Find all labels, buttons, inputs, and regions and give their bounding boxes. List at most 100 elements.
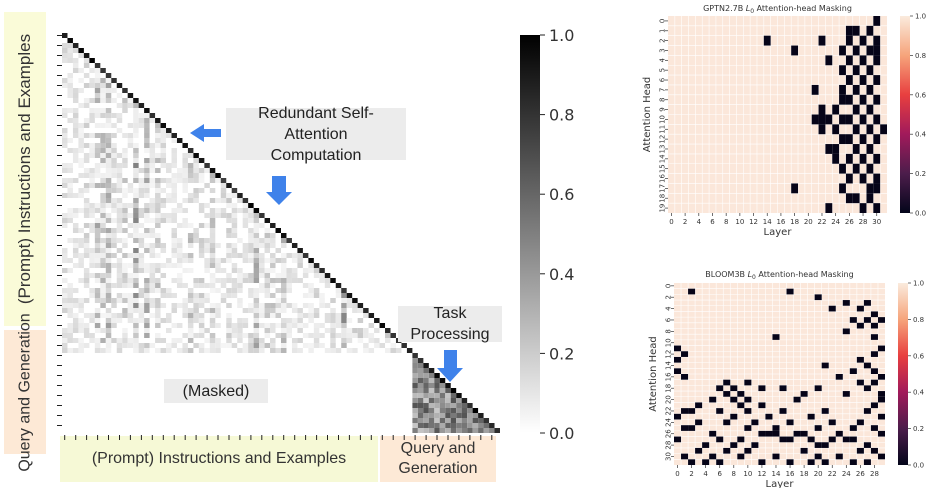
attention-cell xyxy=(89,263,95,268)
attention-cell xyxy=(160,213,167,218)
attention-cell xyxy=(286,328,292,333)
attention-cell xyxy=(297,348,303,353)
attention-cell xyxy=(275,248,281,253)
masked-cell xyxy=(828,436,836,443)
attention-cell xyxy=(209,338,216,343)
masked-cell xyxy=(873,75,881,85)
attention-cell xyxy=(417,368,424,373)
attention-cell xyxy=(149,208,156,213)
attention-cell xyxy=(62,328,68,333)
attention-cell xyxy=(83,158,90,163)
attention-cell xyxy=(155,318,161,323)
attention-cell xyxy=(264,328,271,333)
masked-cell xyxy=(856,447,864,454)
attention-cell xyxy=(83,273,90,278)
attention-cell xyxy=(100,258,106,263)
attention-cell xyxy=(176,248,183,253)
masked-cell xyxy=(821,408,829,414)
attention-cell xyxy=(445,383,451,388)
attention-cell xyxy=(182,183,188,188)
masked-cell xyxy=(695,402,703,409)
attention-cell xyxy=(439,393,446,398)
attention-cell xyxy=(297,328,303,333)
attention-cell xyxy=(259,288,265,293)
attention-cell xyxy=(281,233,287,238)
attention-cell xyxy=(94,338,101,343)
masked-cell xyxy=(737,453,745,460)
attention-cell xyxy=(374,328,380,333)
attention-cell xyxy=(127,93,134,98)
attention-cell xyxy=(281,273,287,278)
masked-cell xyxy=(859,35,867,46)
attention-cell xyxy=(428,398,435,403)
attention-cell xyxy=(281,308,287,313)
attention-cell xyxy=(264,233,271,238)
attention-cell xyxy=(171,193,177,198)
attention-cell xyxy=(89,288,95,293)
attention-cell xyxy=(237,283,243,288)
attention-cell xyxy=(319,298,325,303)
attention-cell xyxy=(242,203,249,208)
attention-cell xyxy=(160,188,167,193)
attention-cell xyxy=(138,238,145,243)
attention-cell xyxy=(483,428,490,433)
attention-cell xyxy=(259,243,265,248)
masked-cell xyxy=(870,334,878,340)
attention-cell xyxy=(94,328,101,333)
attention-cell xyxy=(450,393,457,398)
attention-cell xyxy=(313,308,320,313)
attention-cell xyxy=(138,313,145,318)
masked-cell xyxy=(723,379,731,386)
masked-cell xyxy=(737,391,745,397)
attention-cell xyxy=(248,288,254,293)
attention-cell xyxy=(89,228,95,233)
attention-cell xyxy=(144,263,150,268)
attention-cell xyxy=(160,203,167,208)
attention-cell xyxy=(149,218,156,223)
attention-cell xyxy=(67,108,73,113)
attention-cell xyxy=(237,298,243,303)
attention-cell xyxy=(220,183,227,188)
attention-cell xyxy=(313,288,320,293)
attention-cell xyxy=(94,98,101,103)
attention-cell xyxy=(78,148,84,153)
attention-cell xyxy=(160,288,167,293)
attention-cell xyxy=(379,323,386,328)
attention-cell xyxy=(78,173,84,178)
x-tick-label: 16 xyxy=(786,470,795,478)
attention-cell xyxy=(209,253,216,258)
attention-cell xyxy=(259,263,265,268)
attention-cell xyxy=(450,413,457,418)
attention-cell xyxy=(237,238,243,243)
attention-cell xyxy=(242,308,249,313)
attention-cell xyxy=(133,178,139,183)
attention-cell xyxy=(100,68,106,73)
attention-cell xyxy=(72,68,79,73)
attention-cell xyxy=(83,133,90,138)
attention-cell xyxy=(133,278,139,283)
attention-cell xyxy=(83,323,90,328)
attention-cell xyxy=(187,333,194,338)
attention-cell xyxy=(270,303,276,308)
attention-cell xyxy=(116,343,123,348)
attention-cell xyxy=(237,278,243,283)
attention-cell xyxy=(111,298,117,303)
attention-cell xyxy=(67,213,73,218)
attention-cell xyxy=(308,293,314,298)
attention-cell xyxy=(122,308,128,313)
attention-cell xyxy=(105,138,112,143)
attention-cell xyxy=(116,313,123,318)
x-label-query: Query and Generation xyxy=(398,440,478,477)
masked-cell xyxy=(737,436,745,443)
masked-cell xyxy=(839,45,846,56)
attention-cell xyxy=(253,273,260,278)
attention-cell xyxy=(116,293,123,298)
x-tick-label: 24 xyxy=(842,470,851,478)
bloom-heatmap: 0 2 4 6 8 10 12 14 16 18 20 22 24 26 28024681012141618… xyxy=(648,270,925,488)
attention-cell xyxy=(478,423,484,428)
masked-cell xyxy=(772,425,780,431)
attention-cell xyxy=(105,228,112,233)
masked-cell xyxy=(863,317,871,323)
attention-cell xyxy=(149,118,156,123)
attention-cell xyxy=(297,248,303,253)
